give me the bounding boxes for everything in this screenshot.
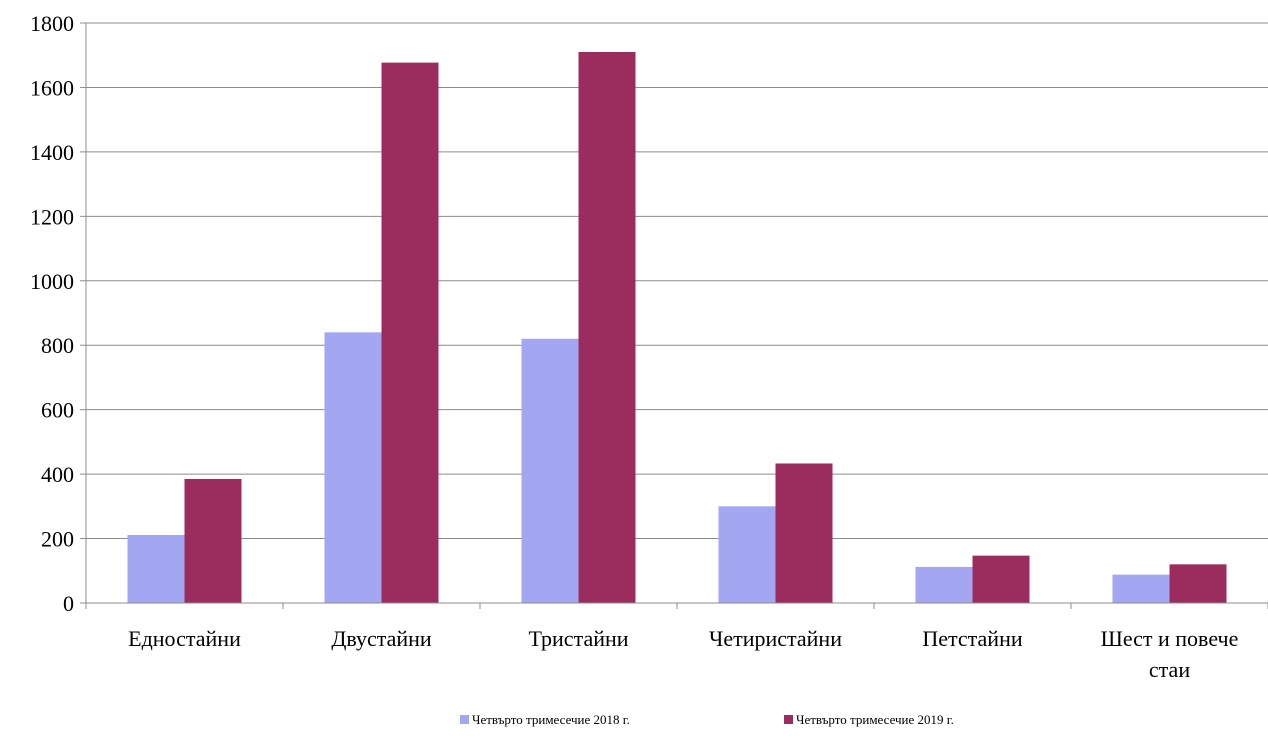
y-tick-label: 400 <box>41 462 74 487</box>
bar-series-1-cat-1 <box>127 535 185 603</box>
category-label: Двустайни <box>331 626 432 651</box>
bar-series-1-cat-6 <box>1112 574 1170 603</box>
legend-label: Четвърто тримесечие 2019 г. <box>796 712 954 727</box>
bar-series-2-cat-6 <box>1169 564 1227 603</box>
category-label-line: стаи <box>1149 657 1190 682</box>
legend: Четвърто тримесечие 2018 г. Четвърто трим… <box>460 712 954 727</box>
legend-label: Четвърто тримесечие 2018 г. <box>472 712 630 727</box>
y-tick-label: 1000 <box>30 269 74 294</box>
bar-series-1-cat-4 <box>718 506 776 603</box>
y-tick-label: 0 <box>63 591 74 616</box>
bar-series-2-cat-3 <box>578 52 636 603</box>
category-label: Четиристайни <box>709 626 842 651</box>
category-label: Едностайни <box>128 626 241 651</box>
y-tick-label: 1800 <box>30 11 74 36</box>
bar-series-2-cat-5 <box>972 555 1030 603</box>
y-tick-labels: 0 200 400 600 800 1000 1200 1400 1600 1800 <box>30 11 74 616</box>
bar-series-1-cat-5 <box>915 566 973 603</box>
category-label: Тристайни <box>528 626 628 651</box>
category-label-line: Тристайни <box>528 626 628 651</box>
bars <box>127 52 1227 603</box>
category-label-line: Едностайни <box>128 626 241 651</box>
y-tick-label: 600 <box>41 398 74 423</box>
category-label: Шест и повече стаи <box>1101 626 1239 682</box>
gridlines <box>86 22 1268 540</box>
y-tick-label: 200 <box>41 527 74 552</box>
y-tick-label: 1600 <box>30 75 74 100</box>
bar-series-1-cat-2 <box>324 332 382 603</box>
bar-series-2-cat-2 <box>381 62 439 603</box>
bar-series-1-cat-3 <box>521 338 579 603</box>
category-label-line: Четиристайни <box>709 626 842 651</box>
axes <box>80 22 1268 609</box>
y-tick-label: 1400 <box>30 140 74 165</box>
category-labels: Едностайни Двустайни Тристайни Четиристайни… <box>128 626 1238 682</box>
y-tick-label: 800 <box>41 333 74 358</box>
category-label: Петстайни <box>922 626 1022 651</box>
legend-swatch <box>460 715 469 724</box>
y-tick-label: 1200 <box>30 204 74 229</box>
category-label-line: Двустайни <box>331 626 432 651</box>
category-label-line: Петстайни <box>922 626 1022 651</box>
bar-series-2-cat-4 <box>775 463 833 603</box>
legend-swatch <box>784 715 793 724</box>
category-label-line: Шест и повече <box>1101 626 1239 651</box>
bar-series-2-cat-1 <box>184 478 242 603</box>
